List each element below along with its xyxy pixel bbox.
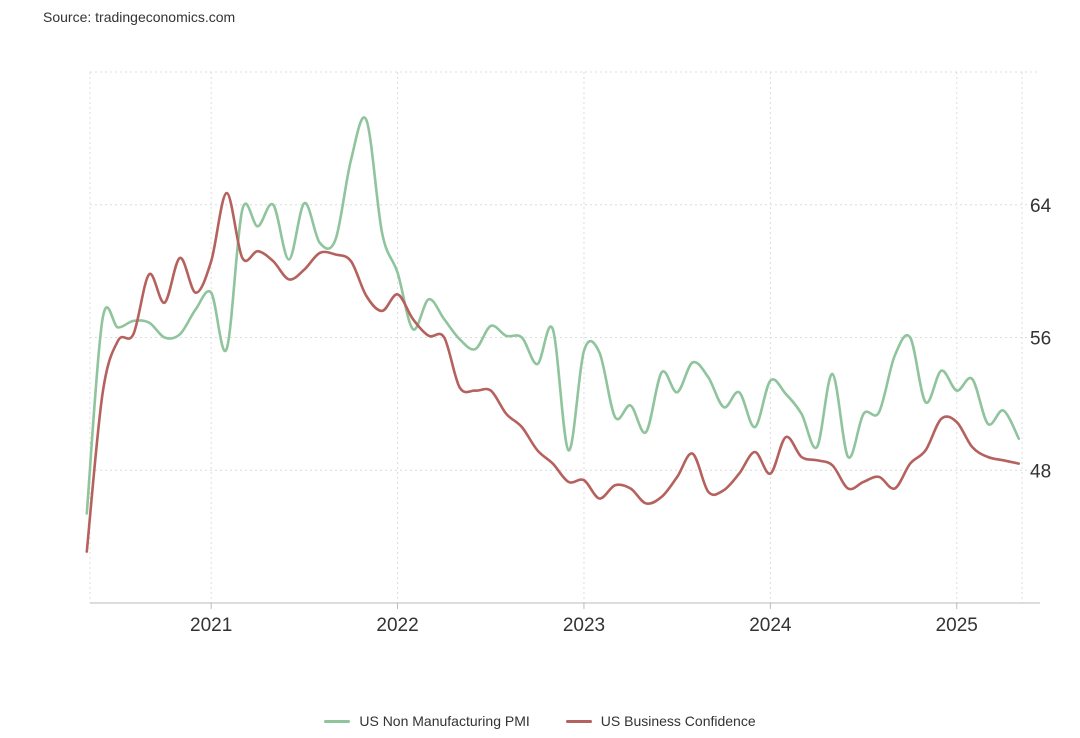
legend-label-pmi: US Non Manufacturing PMI <box>359 713 530 729</box>
x-tick-label-2025: 2025 <box>936 615 978 636</box>
grid-lines <box>89 71 1040 603</box>
legend-swatch-pmi <box>324 719 351 723</box>
legend-item-business-confidence[interactable]: US Business Confidence <box>565 713 756 729</box>
x-tick-label-2023: 2023 <box>563 615 605 636</box>
series-line-business-confidence <box>85 191 1021 553</box>
x-tick-label-2024: 2024 <box>749 615 792 636</box>
x-tick-label-2021: 2021 <box>190 615 232 636</box>
x-tick-label-2022: 2022 <box>376 615 418 636</box>
legend-item-pmi[interactable]: US Non Manufacturing PMI <box>324 713 530 729</box>
legend: US Non Manufacturing PMI US Business Con… <box>0 713 1080 729</box>
y-tick-label-48: 48 <box>1030 461 1051 482</box>
series-lines <box>85 116 1021 553</box>
series-line-non-manufacturing-pmi <box>85 116 1021 515</box>
legend-label-business-confidence: US Business Confidence <box>600 713 756 729</box>
y-tick-label-64: 64 <box>1030 196 1052 217</box>
legend-swatch-business-confidence <box>565 719 592 723</box>
y-tick-label-56: 56 <box>1030 329 1051 350</box>
line-chart: 2021 2022 2023 2024 2025 64 56 48 <box>85 71 1052 636</box>
y-axis-ticks: 64 56 48 <box>1030 196 1052 483</box>
x-axis-ticks: 2021 2022 2023 2024 2025 <box>190 615 978 636</box>
axes <box>90 602 1040 609</box>
source-label: Source: tradingeconomics.com <box>43 9 236 25</box>
